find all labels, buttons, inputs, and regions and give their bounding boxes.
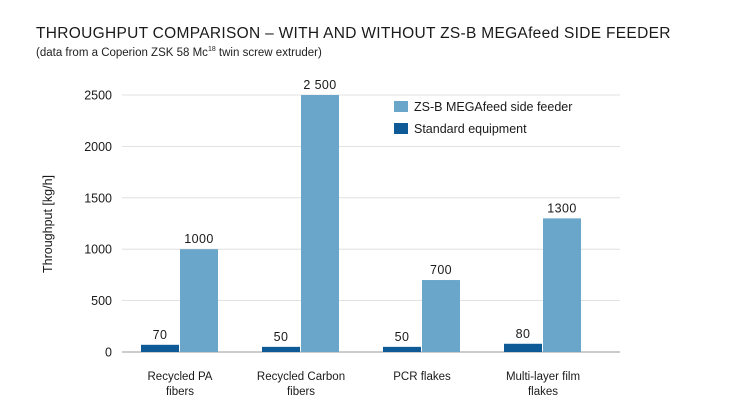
x-axis-ticks: Recycled PA fibers Recycled Carbon fibers PC… [148, 371, 581, 398]
legend-swatch [394, 123, 408, 134]
bars [141, 95, 581, 352]
bar-value-label: 1300 [547, 201, 576, 215]
chart-subtitle: (data from a Coperion ZSK 58 Mc18 twin s… [36, 46, 322, 59]
bar-zsb-megafeed [543, 218, 581, 352]
bar-value-label: 50 [395, 330, 410, 344]
x-tick-label: Recycled Carbon [257, 371, 345, 383]
subtitle-superscript: 18 [207, 46, 216, 53]
y-tick-label: 2500 [84, 89, 112, 103]
y-tick-label: 1500 [84, 191, 112, 205]
x-tick-label: fibers [166, 386, 194, 398]
bar-standard-equipment [141, 344, 179, 352]
bar-value-label: 700 [430, 263, 452, 277]
bar-value-label: 80 [516, 327, 531, 341]
bar-zsb-megafeed [180, 249, 218, 352]
bar-value-label: 70 [153, 328, 168, 342]
y-tick-label: 0 [105, 346, 112, 360]
bar-standard-equipment [262, 346, 300, 352]
legend-entry: ZS-B MEGAfeed side feeder [414, 100, 572, 114]
bar-value-label: 50 [274, 330, 289, 344]
bar-value-label: 2 500 [303, 78, 336, 92]
legend-swatch [394, 101, 408, 112]
x-tick-label: Recycled PA [148, 371, 213, 383]
y-axis-ticks: 0 500 1000 1500 2000 2500 [84, 89, 112, 360]
legend-entry: Standard equipment [414, 122, 527, 136]
x-tick-label: PCR flakes [393, 371, 451, 383]
legend: ZS-B MEGAfeed side feeder Standard equipm… [394, 100, 572, 136]
subtitle-text-end: twin screw extruder) [215, 46, 322, 59]
bar-value-label: 1000 [184, 232, 213, 246]
bar-standard-equipment [504, 343, 542, 352]
bar-zsb-megafeed [422, 280, 460, 352]
x-tick-label: Multi-layer film [506, 371, 580, 383]
y-tick-label: 500 [91, 294, 112, 308]
x-tick-label: fibers [287, 386, 315, 398]
x-tick-label: flakes [528, 386, 558, 398]
bar-standard-equipment [383, 346, 421, 352]
y-tick-label: 1000 [84, 243, 112, 257]
y-tick-label: 2000 [84, 140, 112, 154]
chart-title: THROUGHPUT COMPARISON – WITH AND WITHOUT… [36, 25, 671, 42]
bar-zsb-megafeed [301, 95, 339, 352]
value-labels: 70 1000 50 2 500 50 700 80 1300 [153, 78, 577, 344]
subtitle-text-start: (data from a Coperion ZSK 58 Mc [36, 46, 208, 59]
y-axis-label: Throughput [kg/h] [41, 175, 55, 273]
